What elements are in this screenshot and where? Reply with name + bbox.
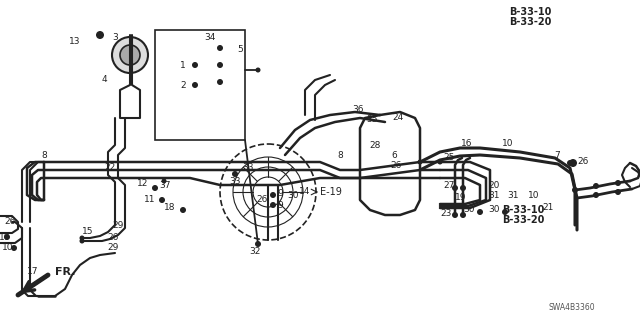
Circle shape — [270, 202, 276, 208]
Circle shape — [217, 45, 223, 51]
Text: 37: 37 — [159, 182, 171, 190]
Circle shape — [270, 192, 276, 198]
Circle shape — [255, 68, 260, 72]
Text: 33: 33 — [243, 164, 253, 173]
Circle shape — [615, 180, 621, 186]
Bar — [155, 30, 245, 140]
Text: 29: 29 — [112, 220, 124, 229]
Text: B-33-10: B-33-10 — [502, 205, 544, 215]
Circle shape — [502, 209, 508, 215]
Text: 31: 31 — [488, 190, 500, 199]
Text: 23: 23 — [440, 210, 452, 219]
Text: 4: 4 — [101, 76, 107, 85]
Text: 20: 20 — [488, 181, 500, 189]
Circle shape — [417, 160, 422, 165]
Circle shape — [152, 185, 158, 191]
Text: 35: 35 — [366, 115, 378, 124]
Text: SWA4B3360: SWA4B3360 — [548, 303, 595, 313]
Text: 26: 26 — [256, 196, 268, 204]
Circle shape — [192, 62, 198, 68]
Circle shape — [567, 160, 573, 166]
Text: E-19: E-19 — [320, 187, 342, 197]
Circle shape — [569, 159, 577, 167]
Text: 9: 9 — [277, 201, 283, 210]
Text: 30: 30 — [463, 204, 475, 213]
Text: B-33-20: B-33-20 — [502, 215, 544, 225]
Circle shape — [232, 171, 238, 177]
Text: 11: 11 — [144, 196, 156, 204]
Text: 26: 26 — [390, 161, 402, 170]
Text: 13: 13 — [69, 36, 81, 46]
Text: 10: 10 — [0, 233, 11, 241]
Text: 16: 16 — [461, 138, 473, 147]
Text: 31: 31 — [508, 190, 519, 199]
Text: 8: 8 — [337, 151, 343, 160]
Text: 10: 10 — [502, 138, 514, 147]
Text: 27: 27 — [444, 181, 454, 189]
Circle shape — [438, 160, 442, 165]
Text: 21: 21 — [542, 204, 554, 212]
Text: 18: 18 — [164, 203, 176, 211]
Text: B-33-10: B-33-10 — [509, 7, 551, 17]
Circle shape — [96, 31, 104, 39]
Text: 2: 2 — [180, 80, 186, 90]
Text: 19: 19 — [455, 192, 467, 202]
Circle shape — [79, 239, 84, 243]
Circle shape — [217, 79, 223, 85]
Text: 8: 8 — [41, 151, 47, 160]
Text: 3: 3 — [112, 33, 118, 42]
Circle shape — [161, 179, 166, 183]
Circle shape — [159, 197, 165, 203]
Text: 30: 30 — [287, 191, 299, 201]
Text: FR.: FR. — [55, 267, 76, 277]
Circle shape — [593, 183, 599, 189]
Text: 26: 26 — [108, 233, 118, 241]
Circle shape — [460, 185, 466, 191]
Circle shape — [11, 245, 17, 251]
Circle shape — [452, 185, 458, 191]
Circle shape — [615, 189, 621, 195]
Text: 28: 28 — [369, 140, 381, 150]
Text: 32: 32 — [250, 247, 260, 256]
Circle shape — [4, 234, 10, 240]
Circle shape — [452, 212, 458, 218]
Text: 5: 5 — [237, 46, 243, 55]
Circle shape — [593, 192, 599, 198]
Circle shape — [217, 62, 223, 68]
Text: 30: 30 — [488, 204, 500, 213]
Text: 7: 7 — [554, 151, 560, 160]
Text: 10: 10 — [3, 243, 13, 253]
Text: 9: 9 — [277, 189, 283, 198]
Circle shape — [255, 241, 261, 247]
Circle shape — [572, 187, 578, 193]
Text: 6: 6 — [391, 151, 397, 160]
Text: 34: 34 — [204, 33, 216, 42]
Text: 25: 25 — [444, 152, 454, 161]
Text: 12: 12 — [138, 179, 148, 188]
Text: 26: 26 — [4, 218, 16, 226]
Text: 24: 24 — [392, 113, 404, 122]
Text: 17: 17 — [28, 268, 39, 277]
Circle shape — [460, 212, 466, 218]
Text: 1: 1 — [180, 61, 186, 70]
Text: 15: 15 — [83, 227, 93, 236]
Text: 10: 10 — [528, 191, 540, 201]
Circle shape — [112, 37, 148, 73]
Text: 33: 33 — [229, 176, 241, 186]
Text: 29: 29 — [108, 243, 118, 253]
Text: 26: 26 — [577, 157, 589, 166]
Circle shape — [192, 82, 198, 88]
Text: B-33-20: B-33-20 — [509, 17, 551, 27]
Circle shape — [120, 45, 140, 65]
Text: 22: 22 — [104, 164, 116, 173]
Circle shape — [79, 235, 84, 241]
Text: 14: 14 — [300, 188, 310, 197]
Circle shape — [180, 207, 186, 213]
Circle shape — [477, 209, 483, 215]
Text: 36: 36 — [352, 106, 364, 115]
